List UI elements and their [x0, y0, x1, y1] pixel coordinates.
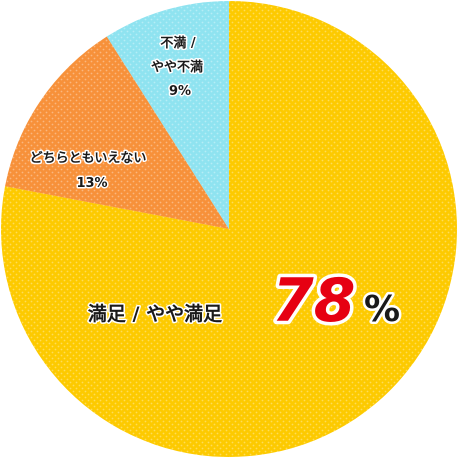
slice-neutral-texture: [5, 36, 229, 230]
slice-label-dissatisfied-line1: 不満 /: [160, 35, 196, 51]
slice-value-neutral: 13%: [76, 176, 107, 191]
slice-label-satisfied: 満足 / やや満足: [88, 303, 223, 325]
slice-label-dissatisfied-line2: やや不満: [151, 59, 203, 75]
slice-dissatisfied-texture: [106, 0, 229, 229]
slice-value-satisfied: 78: [272, 266, 356, 336]
slice-label-neutral: どちらともいえない: [30, 151, 147, 166]
slice-value-dissatisfied: 9%: [169, 84, 191, 99]
slice-unit-satisfied: %: [364, 289, 400, 330]
